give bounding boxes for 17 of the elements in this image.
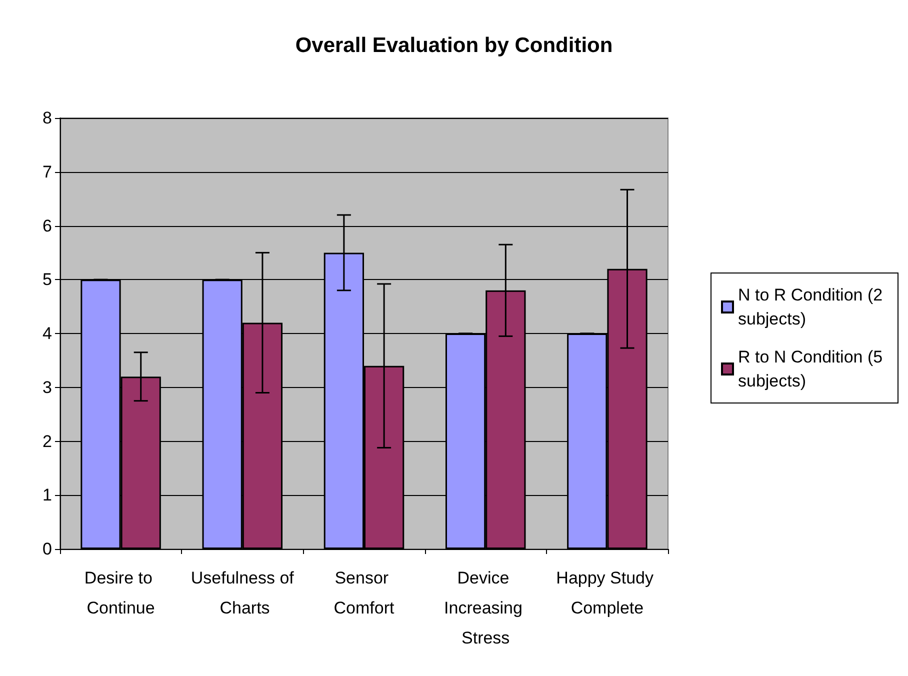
y-tick-label: 1 [42, 486, 52, 505]
x-tick-label: Desire to Continue [84, 568, 158, 618]
y-tick-label: 5 [42, 270, 52, 290]
x-tick-label: Happy Study Complete [556, 568, 658, 618]
y-tick-label: 3 [42, 378, 52, 397]
y-tick-label: 2 [42, 432, 52, 451]
y-tick-label: 0 [42, 540, 52, 558]
y-tick-label: 6 [42, 216, 52, 236]
x-tick-label: Device Increasing Stress [444, 568, 528, 648]
y-tick-label: 7 [42, 162, 52, 182]
legend-label: R to N Condition (5 subjects) [738, 348, 888, 390]
legend-label: N to R Condition (2 subjects) [738, 286, 888, 328]
x-tick-label: Usefulness of Charts [190, 568, 294, 618]
y-tick-label: 4 [42, 324, 52, 343]
y-tick-label: 8 [42, 108, 52, 128]
chart-title: Overall Evaluation by Condition [295, 34, 613, 57]
x-tick-label: Sensor Comfort [334, 568, 394, 618]
